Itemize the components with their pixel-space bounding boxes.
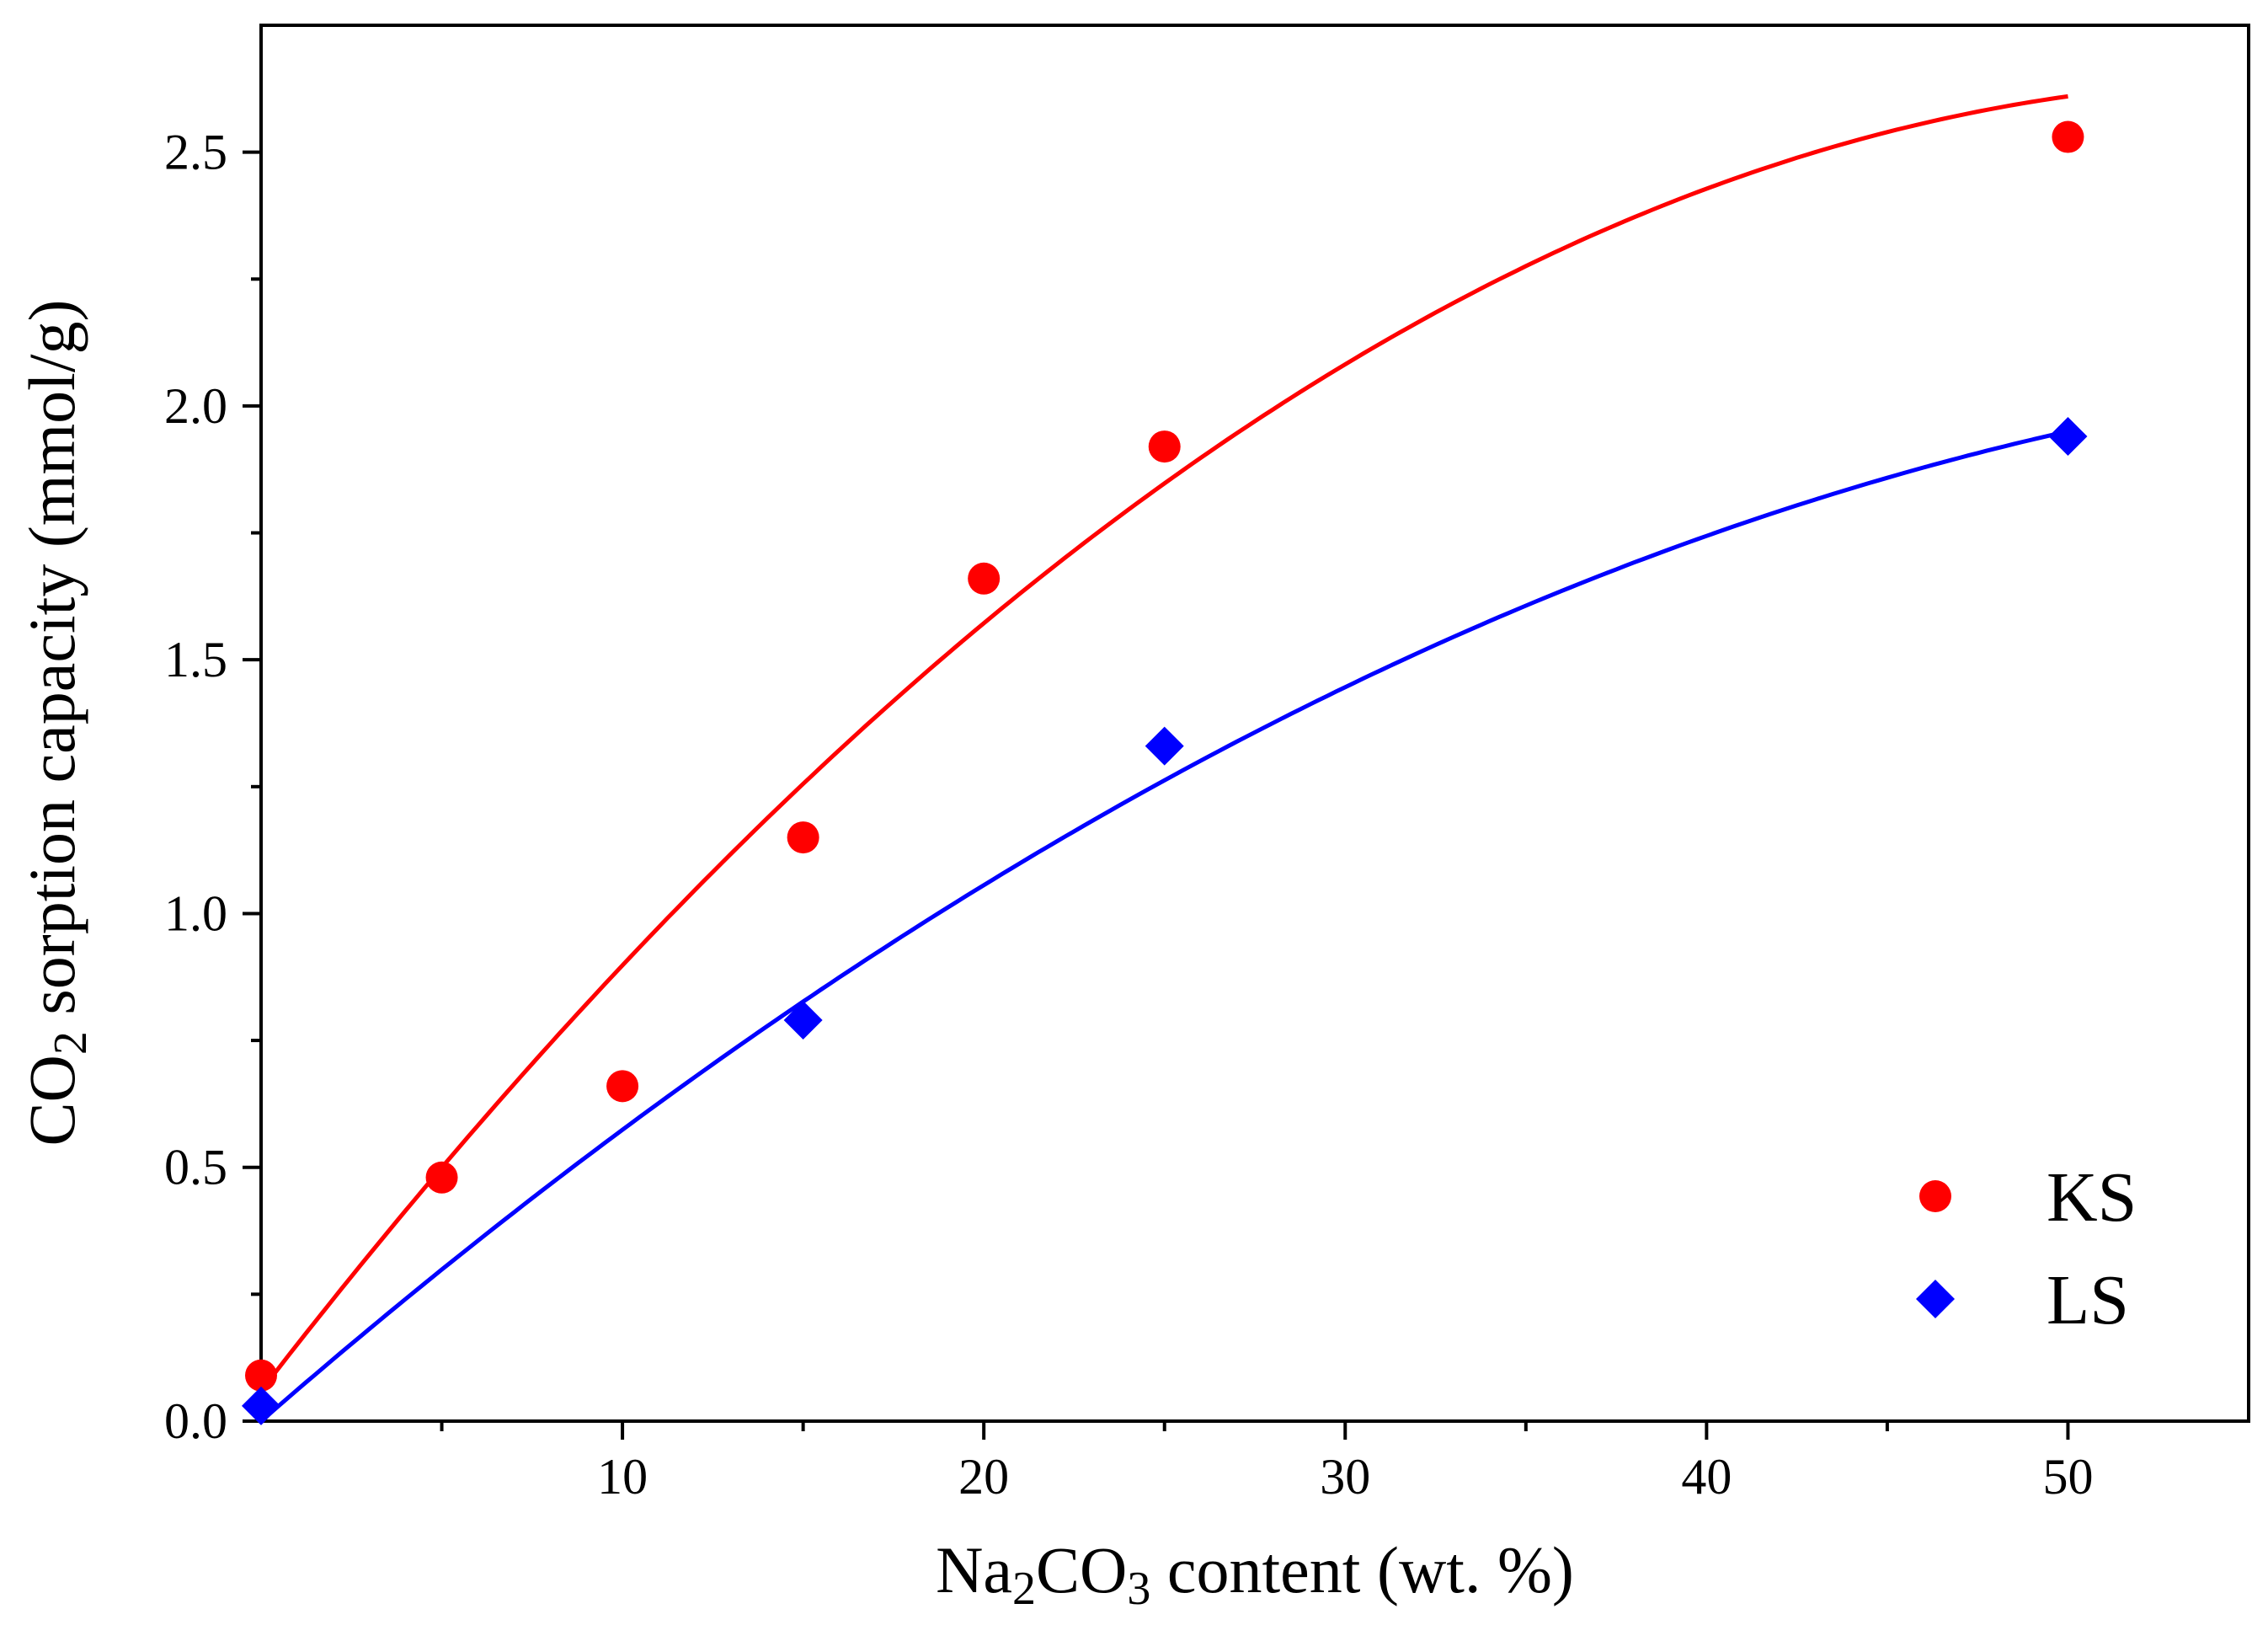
fit-curves	[259, 94, 2069, 1423]
ks-point	[968, 562, 1001, 595]
ls-point	[2048, 417, 2088, 457]
x-tick-label: 10	[597, 1449, 648, 1505]
ks-point	[606, 1070, 639, 1103]
ls-legend-label: LS	[2047, 1261, 2129, 1339]
y-tick-label: 0.0	[164, 1393, 227, 1449]
y-tick-label: 2.0	[164, 378, 227, 434]
ks-point	[245, 1359, 277, 1392]
ls-point	[1145, 726, 1184, 766]
y-tick-label: 1.5	[164, 632, 227, 687]
ks-point	[787, 821, 819, 854]
y-axis-title: CO2 sorption capacity (mmol/g)	[15, 300, 97, 1147]
ls-point	[242, 1386, 280, 1425]
y-tick-label: 2.5	[164, 125, 227, 180]
ls-fit-curve	[259, 429, 2069, 1423]
data-points	[242, 120, 2088, 1425]
y-axis-ticks: 0.0 0.5 1.0 1.5 2.0 2.5	[164, 125, 261, 1449]
ks-legend-marker	[1919, 1180, 1951, 1212]
x-tick-label: 30	[1320, 1449, 1370, 1505]
ks-point	[425, 1161, 458, 1194]
y-tick-label: 1.0	[164, 885, 227, 941]
y-tick-label: 0.5	[164, 1140, 227, 1195]
ls-legend-marker	[1916, 1280, 1955, 1318]
x-axis-title: Na2CO3 content (wt. %)	[936, 1533, 1574, 1615]
x-tick-label: 20	[958, 1449, 1009, 1505]
plot-frame	[259, 24, 2250, 1423]
x-tick-label: 50	[2042, 1449, 2093, 1505]
ls-point	[783, 1000, 823, 1040]
ks-legend-label: KS	[2047, 1158, 2137, 1237]
x-tick-label: 40	[1681, 1449, 1732, 1505]
ks-point	[1148, 430, 1181, 463]
x-axis-ticks: 10 20 30 40 50	[440, 1421, 2093, 1505]
ks-fit-curve	[259, 94, 2068, 1392]
legend: KS LS	[1916, 1158, 2137, 1339]
ks-point	[2052, 120, 2084, 153]
